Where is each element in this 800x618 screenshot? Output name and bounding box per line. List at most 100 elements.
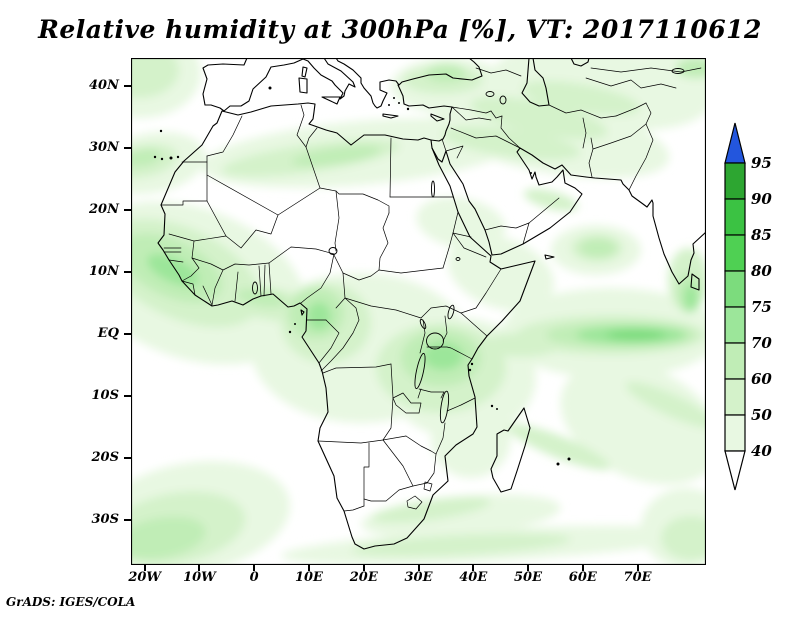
lon-tick-label: 0 <box>249 570 259 585</box>
lat-tick-label: 20N <box>89 201 119 217</box>
country-border <box>296 104 307 148</box>
colorbar-segment <box>724 234 746 272</box>
country-border <box>528 197 560 224</box>
country-border <box>522 222 530 245</box>
country-border <box>406 495 423 510</box>
lat-tick-label: 30S <box>91 511 119 527</box>
colorbar-over-arrow <box>724 122 746 164</box>
country-border <box>418 388 445 393</box>
africa-coastline <box>157 102 536 550</box>
country-border <box>417 388 422 399</box>
country-border <box>322 363 392 374</box>
country-border <box>378 267 444 274</box>
humidity-blob <box>147 253 199 287</box>
aral-sea-coastline <box>570 58 590 67</box>
lon-tick-label: 50E <box>514 570 543 585</box>
country-border <box>206 115 243 157</box>
country-border <box>426 346 473 360</box>
lon-tick <box>307 565 310 571</box>
iberia-italy-coastline <box>202 58 356 112</box>
country-border <box>181 280 196 296</box>
colorbar-segment <box>724 378 746 416</box>
country-border <box>451 106 492 121</box>
crete-island <box>382 113 399 119</box>
country-border <box>419 340 424 354</box>
turkey-levant-coastline <box>397 84 453 142</box>
lat-tick <box>124 270 131 273</box>
colorbar-under-arrow <box>724 450 746 491</box>
country-border <box>405 435 437 455</box>
humidity-blob <box>351 533 571 557</box>
lon-tick-label: 10W <box>183 570 216 585</box>
country-border <box>334 190 340 252</box>
colorbar-segment <box>724 198 746 236</box>
country-border <box>441 138 447 152</box>
country-border <box>460 268 502 314</box>
country-border <box>317 439 384 444</box>
country-border <box>343 505 365 512</box>
country-borders-layer <box>160 67 702 512</box>
humidity-blob <box>481 333 561 357</box>
lon-tick-label: 60E <box>568 570 597 585</box>
country-border <box>435 422 446 455</box>
humidity-blob <box>523 188 579 212</box>
humidity-blob <box>426 64 466 82</box>
country-border <box>426 453 437 484</box>
country-border <box>160 155 208 206</box>
country-border <box>615 102 647 117</box>
country-border <box>181 240 200 282</box>
country-border <box>382 439 414 487</box>
country-border <box>305 127 318 148</box>
humidity-blob <box>661 516 706 560</box>
lon-tick <box>581 565 584 571</box>
country-border <box>382 435 407 441</box>
colorbar-tick-label: 75 <box>751 298 772 316</box>
caspian-sea-coastline <box>521 58 550 107</box>
lat-tick-label: 10N <box>89 263 119 279</box>
colorbar-tick-label: 90 <box>751 190 772 208</box>
country-border <box>490 110 503 119</box>
lon-tick <box>527 565 530 571</box>
colorbar-segment <box>724 270 746 308</box>
lon-tick <box>253 565 256 571</box>
country-border <box>363 482 428 502</box>
humidity-blob <box>131 58 179 98</box>
sicily-island <box>321 96 341 105</box>
country-border <box>333 254 380 281</box>
colorbar-segment <box>724 414 746 452</box>
humidity-blob <box>507 424 611 470</box>
country-border <box>585 77 677 89</box>
country-border <box>420 305 462 319</box>
country-border <box>268 262 272 295</box>
colorbar-segment <box>724 306 746 344</box>
humidity-blob <box>606 330 666 340</box>
country-border <box>500 115 521 149</box>
country-border <box>390 363 394 399</box>
grads-credit: GrADS: IGES/COLA <box>6 595 136 609</box>
socotra-island <box>544 254 555 260</box>
lat-tick <box>124 332 131 335</box>
lon-tick <box>362 565 365 571</box>
humidity-blob <box>625 381 706 429</box>
country-border <box>206 174 279 216</box>
country-border <box>225 214 279 249</box>
humidity-shading-layer <box>131 58 706 565</box>
colorbar-tick-label: 85 <box>751 226 772 244</box>
humidity-blob <box>431 398 511 478</box>
humidity-blob <box>236 289 286 307</box>
country-border <box>422 319 426 342</box>
humidity-blob <box>307 302 331 330</box>
country-border <box>168 259 184 263</box>
humidity-blob <box>447 235 555 311</box>
lon-tick-label: 20E <box>349 570 378 585</box>
lon-tick <box>472 565 475 571</box>
country-border <box>442 211 459 269</box>
colorbar-segment <box>724 342 746 380</box>
map-plot <box>131 58 706 565</box>
balkans-blacksea-coastline <box>335 58 483 109</box>
lon-tick <box>417 565 420 571</box>
cyprus-island <box>430 113 445 122</box>
humidity-blob <box>470 96 608 140</box>
lon-tick-label: 10E <box>294 570 323 585</box>
country-border <box>628 123 654 191</box>
